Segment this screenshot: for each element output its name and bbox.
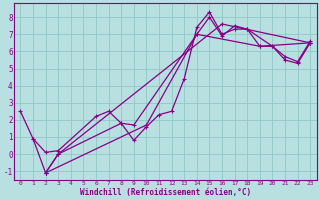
X-axis label: Windchill (Refroidissement éolien,°C): Windchill (Refroidissement éolien,°C) [80,188,251,197]
